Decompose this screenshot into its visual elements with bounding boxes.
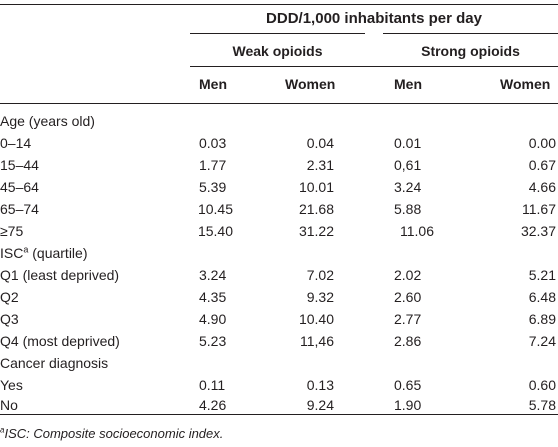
cell-strong-men: 0,61 [394,157,422,173]
row-label: Q4 (most deprived) [0,333,120,349]
footnote-marker: a [23,244,29,255]
cell-strong-men: 2.02 [394,267,422,283]
cell-weak-men: 3.24 [199,267,227,283]
col-header-strong-women: Women [500,76,551,92]
cell-strong-women: 6.89 [528,311,556,327]
footnote-text: ISC: Composite socioeconomic index. [4,426,224,441]
cell-weak-women: 9.32 [306,289,334,305]
column-header-rule [0,103,558,104]
col-header-weak-men: Men [199,76,227,92]
strong-opioids-header: Strong opioids [421,43,520,59]
table-bottom-rule [0,414,558,415]
cell-weak-women: 0.04 [306,135,334,151]
cell-strong-women: 0.00 [528,135,556,151]
cell-weak-women: 7.02 [306,267,334,283]
col-header-weak-women: Women [285,76,336,92]
cell-strong-men: 0.65 [394,377,422,393]
row-label: Yes [0,377,23,393]
col-header-strong-men: Men [394,76,422,92]
cell-strong-women: 11.67 [522,201,556,217]
isc-title-main: ISC [0,245,24,261]
cell-strong-men: 1.90 [394,397,422,413]
cell-weak-women: 21.68 [298,201,334,217]
section-title-age: Age (years old) [0,113,95,129]
row-label: Q2 [0,289,19,305]
cell-weak-women: 9.24 [306,397,334,413]
section-title-cancer: Cancer diagnosis [0,355,109,371]
cell-weak-women: 2.31 [306,157,334,173]
row-label: Q1 (least deprived) [0,267,120,283]
cell-strong-women: 5.21 [528,267,556,283]
cell-weak-women: 31.22 [298,223,334,239]
cell-weak-men: 4.26 [199,397,227,413]
cell-strong-men: 2.60 [394,289,422,305]
cell-weak-men: 5.39 [199,179,227,195]
cell-strong-men: 11.06 [400,223,434,239]
cell-strong-women: 6.48 [528,289,556,305]
cell-weak-men: 4.35 [199,289,227,305]
cell-strong-women: 0.67 [528,157,556,173]
row-label: ≥75 [0,223,24,239]
cell-strong-men: 5.88 [394,201,422,217]
cell-weak-men: 5.23 [199,333,227,349]
footnote-marker: a [0,425,5,435]
cell-weak-men: 0.03 [199,135,227,151]
cell-strong-men: 2.77 [394,311,422,327]
isc-title-rest: (quartile) [28,245,88,261]
cell-strong-women: 5.78 [528,397,556,413]
cell-weak-men: 1.77 [199,157,227,173]
cell-strong-women: 4.66 [528,179,556,195]
weak-opioids-group-rule [190,33,365,34]
cell-strong-women: 0.60 [528,377,556,393]
group-header-rule [190,66,558,67]
cell-strong-men: 2.86 [394,333,422,349]
cell-strong-women: 7.24 [528,333,556,349]
cell-weak-men: 0.11 [199,377,226,393]
section-title-isc: ISCa (quartile) [0,244,88,262]
row-label: Q3 [0,311,19,327]
row-label: 65–74 [0,201,39,217]
cell-weak-women: 10.40 [298,311,334,327]
weak-opioids-header: Weak opioids [232,43,323,59]
row-label: 15–44 [0,157,39,173]
table-footnote: aISC: Composite socioeconomic index. [0,426,223,441]
table-top-rule [0,4,558,5]
row-label: 45–64 [0,179,39,195]
cell-weak-men: 10.45 [197,201,233,217]
cell-strong-men: 0.01 [394,135,422,151]
row-label: No [0,397,18,413]
unit-header: DDD/1,000 inhabitants per day [266,10,482,27]
cell-weak-women: 0.13 [306,377,334,393]
cell-weak-women: 10.01 [298,179,334,195]
cell-strong-men: 3.24 [394,179,422,195]
cell-weak-women: 11,46 [300,333,334,349]
strong-opioids-group-rule [383,33,558,34]
cell-weak-men: 4.90 [199,311,227,327]
cell-weak-men: 15.40 [197,223,233,239]
row-label: 0–14 [0,135,32,151]
cell-strong-women: 32.37 [520,223,556,239]
